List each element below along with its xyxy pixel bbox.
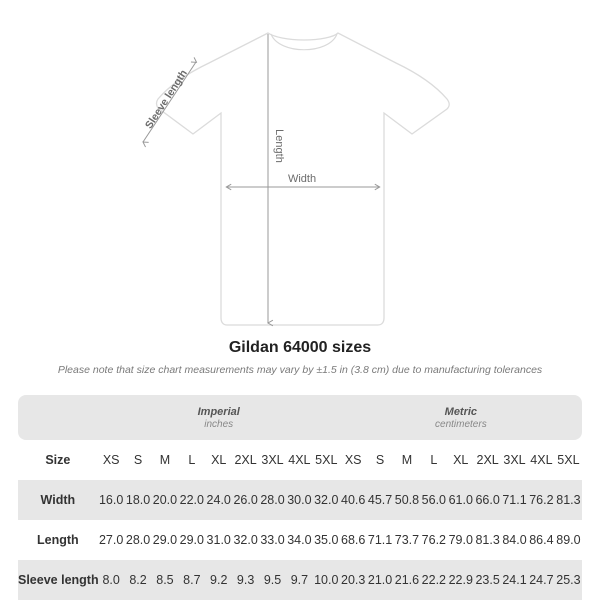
svg-text:Width: Width (288, 173, 316, 185)
svg-text:Length: Length (273, 129, 285, 163)
